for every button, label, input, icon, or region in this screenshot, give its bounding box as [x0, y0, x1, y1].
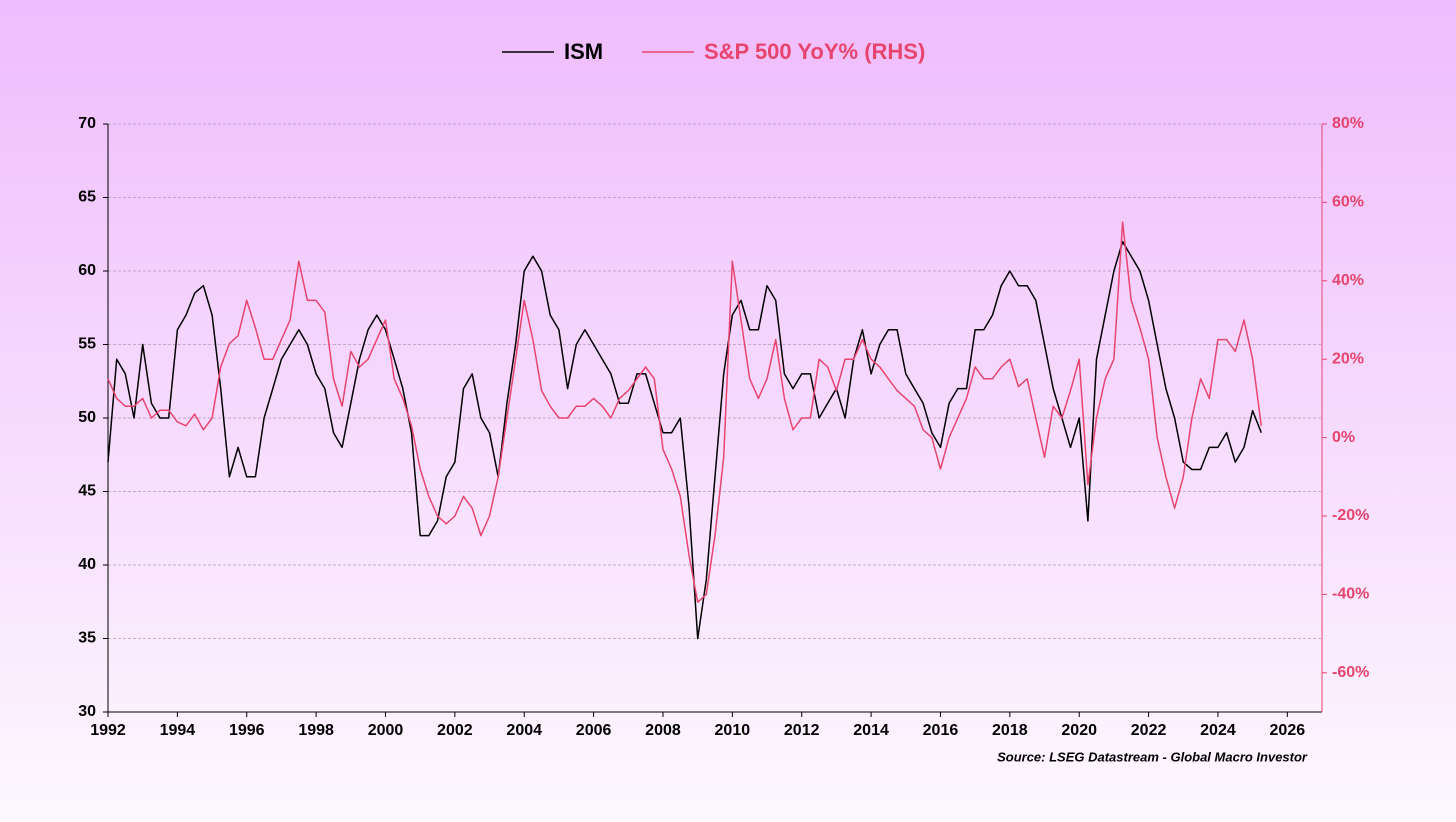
- x-tick-label: 2020: [1061, 722, 1097, 739]
- y-tick-label: 65: [78, 189, 96, 206]
- x-tick-label: 2004: [506, 722, 542, 739]
- y2-tick-label: -40%: [1332, 586, 1369, 603]
- y2-tick-label: -60%: [1332, 664, 1369, 681]
- y2-tick-label: 60%: [1332, 194, 1364, 211]
- y-tick-label: 60: [78, 262, 96, 279]
- y-tick-label: 35: [78, 630, 96, 647]
- y-tick-label: 40: [78, 556, 96, 573]
- x-tick-label: 2012: [784, 722, 820, 739]
- source-note: Source: LSEG Datastream - Global Macro I…: [997, 749, 1308, 764]
- legend-label: S&P 500 YoY% (RHS): [704, 39, 925, 64]
- series-line: [107, 221, 1263, 603]
- x-tick-label: 1994: [160, 722, 196, 739]
- x-tick-label: 1992: [90, 722, 126, 739]
- x-tick-label: 2000: [368, 722, 404, 739]
- y-tick-label: 55: [78, 336, 96, 353]
- x-tick-label: 2026: [1270, 722, 1306, 739]
- y2-tick-label: -20%: [1332, 507, 1369, 524]
- x-tick-label: 2018: [992, 722, 1028, 739]
- x-tick-label: 2006: [576, 722, 612, 739]
- y-tick-label: 30: [78, 703, 96, 720]
- y2-tick-label: 0%: [1332, 429, 1355, 446]
- x-tick-label: 2024: [1200, 722, 1236, 739]
- x-tick-label: 2014: [853, 722, 889, 739]
- x-tick-label: 2022: [1131, 722, 1167, 739]
- x-tick-label: 2008: [645, 722, 681, 739]
- y2-tick-label: 20%: [1332, 350, 1364, 367]
- x-tick-label: 2010: [715, 722, 751, 739]
- legend-label: ISM: [564, 39, 603, 64]
- series-line: [107, 240, 1262, 640]
- x-tick-label: 1996: [229, 722, 265, 739]
- y2-tick-label: 80%: [1332, 115, 1364, 132]
- y2-tick-label: 40%: [1332, 272, 1364, 289]
- x-tick-label: 1998: [298, 722, 334, 739]
- x-tick-label: 2002: [437, 722, 473, 739]
- y-tick-label: 70: [78, 115, 96, 132]
- y-tick-label: 50: [78, 409, 96, 426]
- x-tick-label: 2016: [923, 722, 959, 739]
- y-tick-label: 45: [78, 483, 96, 500]
